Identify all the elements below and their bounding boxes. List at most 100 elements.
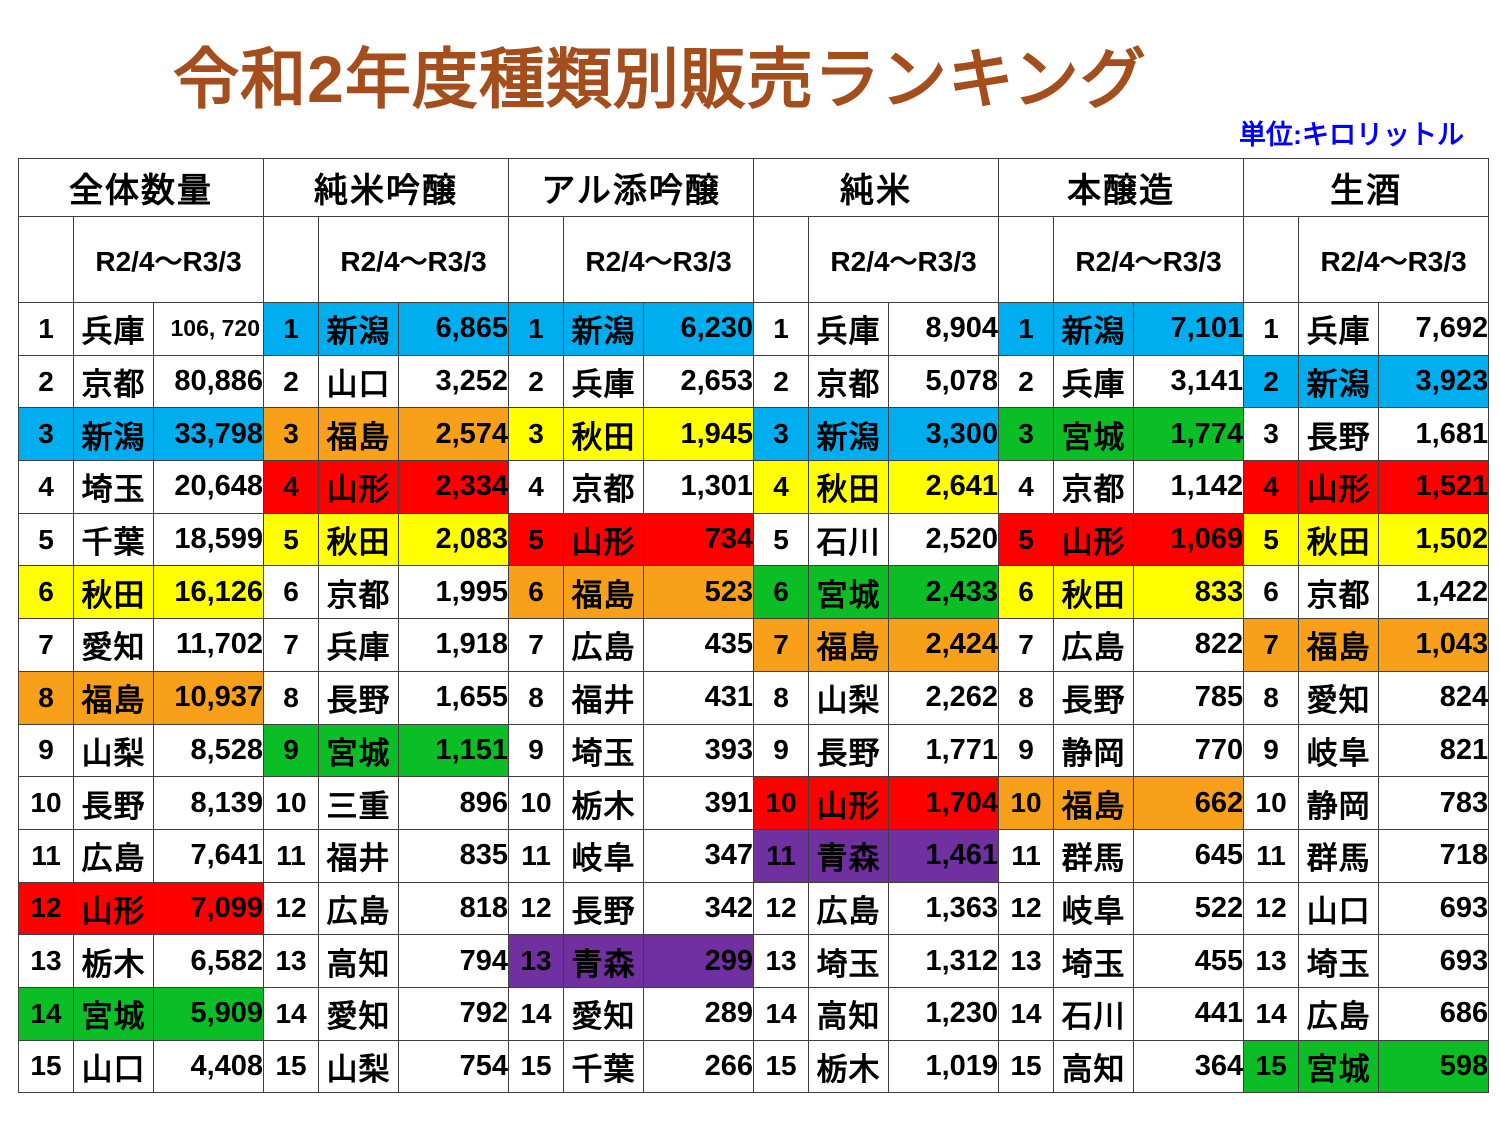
table-row: 14 宮城 5,909 14 愛知 792 14 愛知 289 14 高知 1,230 14 石川 441 1… [18,986,1490,1041]
value-cell-junmai: 8,904 [888,302,1000,356]
rank-cell-namazake: 12 [1243,881,1300,936]
rank-cell-aruten-ginjo: 8 [508,670,565,725]
rank-cell-aruten-ginjo: 5 [508,512,565,567]
value-cell-junmai: 2,520 [888,512,1000,567]
prefecture-cell-namazake: 埼玉 [1298,934,1380,988]
value-cell-total: 7,099 [152,881,265,936]
rank-cell-junmai-ginjo: 9 [263,723,320,778]
rank-cell-aruten-ginjo: 10 [508,776,565,830]
value-cell-junmai-ginjo: 818 [398,881,510,936]
rank-cell-aruten-ginjo: 7 [508,618,565,672]
rank-cell-namazake: 14 [1243,986,1300,1041]
value-cell-total: 10,937 [152,670,265,725]
value-cell-aruten-ginjo: 1,301 [643,460,755,514]
prefecture-cell-junmai: 山形 [808,776,890,830]
value-cell-aruten-ginjo: 2,653 [643,354,755,409]
value-cell-junmai: 5,078 [888,354,1000,409]
rank-cell-junmai: 10 [753,776,810,830]
table-row: 8 福島 10,937 8 長野 1,655 8 福井 431 8 山梨 2,262 8 長野 785 8 愛知… [18,670,1490,725]
value-cell-honjozo: 1,142 [1133,460,1245,514]
prefecture-cell-total: 新潟 [73,407,154,462]
period-label-junmai-ginjo: R2/4～R3/3 [318,216,510,303]
table-row: 15 山口 4,408 15 山梨 754 15 千葉 266 15 栃木 1,019 15 高知 364 1… [18,1039,1490,1094]
prefecture-cell-namazake: 静岡 [1298,776,1380,830]
prefecture-cell-honjozo: 京都 [1053,460,1135,514]
rank-cell-aruten-ginjo: 2 [508,354,565,409]
value-cell-junmai-ginjo: 896 [398,776,510,830]
rank-cell-honjozo: 7 [998,618,1055,672]
value-cell-aruten-ginjo: 435 [643,618,755,672]
prefecture-cell-junmai-ginjo: 秋田 [318,512,400,567]
value-cell-aruten-ginjo: 734 [643,512,755,567]
value-cell-junmai-ginjo: 2,083 [398,512,510,567]
rank-cell-aruten-ginjo: 14 [508,986,565,1041]
rank-cell-namazake: 6 [1243,565,1300,620]
prefecture-cell-honjozo: 群馬 [1053,828,1135,883]
prefecture-cell-aruten-ginjo: 埼玉 [563,723,645,778]
rank-cell-namazake: 2 [1243,354,1300,409]
prefecture-cell-aruten-ginjo: 青森 [563,934,645,988]
prefecture-cell-total: 埼玉 [73,460,154,514]
value-cell-aruten-ginjo: 299 [643,934,755,988]
value-cell-honjozo: 833 [1133,565,1245,620]
value-cell-aruten-ginjo: 266 [643,1039,755,1094]
prefecture-cell-junmai: 栃木 [808,1039,890,1094]
value-cell-junmai-ginjo: 1,918 [398,618,510,672]
prefecture-cell-honjozo: 宮城 [1053,407,1135,462]
table-row: 3 新潟 33,798 3 福島 2,574 3 秋田 1,945 3 新潟 3,300 3 宮城 1,77… [18,407,1490,462]
group-header-aruten-ginjo: アル添吟醸 [508,158,755,217]
value-cell-junmai-ginjo: 835 [398,828,510,883]
prefecture-cell-aruten-ginjo: 福島 [563,565,645,620]
prefecture-cell-honjozo: 福島 [1053,776,1135,830]
value-cell-total: 20,648 [152,460,265,514]
rank-cell-junmai-ginjo: 6 [263,565,320,620]
period-rank-blank-honjozo [998,216,1055,303]
prefecture-cell-aruten-ginjo: 福井 [563,670,645,725]
period-label-junmai: R2/4～R3/3 [808,216,1000,303]
prefecture-cell-honjozo: 高知 [1053,1039,1135,1094]
value-cell-junmai: 2,262 [888,670,1000,725]
prefecture-cell-honjozo: 静岡 [1053,723,1135,778]
rank-cell-honjozo: 6 [998,565,1055,620]
prefecture-cell-aruten-ginjo: 秋田 [563,407,645,462]
value-cell-junmai: 1,312 [888,934,1000,988]
rank-cell-total: 6 [18,565,74,620]
group-header-junmai: 純米 [753,158,1000,217]
rank-cell-junmai-ginjo: 2 [263,354,320,409]
value-cell-junmai-ginjo: 1,151 [398,723,510,778]
value-cell-junmai-ginjo: 794 [398,934,510,988]
prefecture-cell-total: 広島 [73,828,154,883]
value-cell-junmai-ginjo: 1,995 [398,565,510,620]
table-head: 全体数量 純米吟醸 アル添吟醸 純米 本醸造 生酒 R2/4～R3/3 R2/4～R3/3 R2… [17,158,1490,303]
prefecture-cell-junmai-ginjo: 愛知 [318,986,400,1041]
rank-cell-junmai-ginjo: 3 [263,407,320,462]
rank-cell-honjozo: 10 [998,776,1055,830]
prefecture-cell-junmai-ginjo: 山形 [318,460,400,514]
rank-cell-aruten-ginjo: 1 [508,302,565,356]
value-cell-junmai: 1,019 [888,1039,1000,1094]
prefecture-cell-junmai-ginjo: 新潟 [318,302,400,356]
value-cell-aruten-ginjo: 391 [643,776,755,830]
rank-cell-junmai: 15 [753,1039,810,1094]
rank-cell-total: 2 [18,354,74,409]
prefecture-cell-total: 長野 [73,776,154,830]
prefecture-cell-junmai: 長野 [808,723,890,778]
prefecture-cell-aruten-ginjo: 愛知 [563,986,645,1041]
rank-cell-namazake: 11 [1243,828,1300,883]
prefecture-cell-total: 山梨 [73,723,154,778]
rank-cell-junmai: 2 [753,354,810,409]
value-cell-junmai-ginjo: 6,865 [398,302,510,356]
prefecture-cell-total: 山口 [73,1039,154,1094]
value-cell-junmai: 1,230 [888,986,1000,1041]
rank-cell-total: 9 [18,723,74,778]
value-cell-junmai: 2,433 [888,565,1000,620]
rank-cell-total: 5 [18,512,74,567]
rank-cell-honjozo: 15 [998,1039,1055,1094]
prefecture-cell-total: 愛知 [73,618,154,672]
value-cell-total: 33,798 [152,407,265,462]
prefecture-cell-junmai: 埼玉 [808,934,890,988]
prefecture-cell-honjozo: 広島 [1053,618,1135,672]
rank-cell-honjozo: 1 [998,302,1055,356]
prefecture-cell-namazake: 兵庫 [1298,302,1380,356]
value-cell-junmai: 2,424 [888,618,1000,672]
